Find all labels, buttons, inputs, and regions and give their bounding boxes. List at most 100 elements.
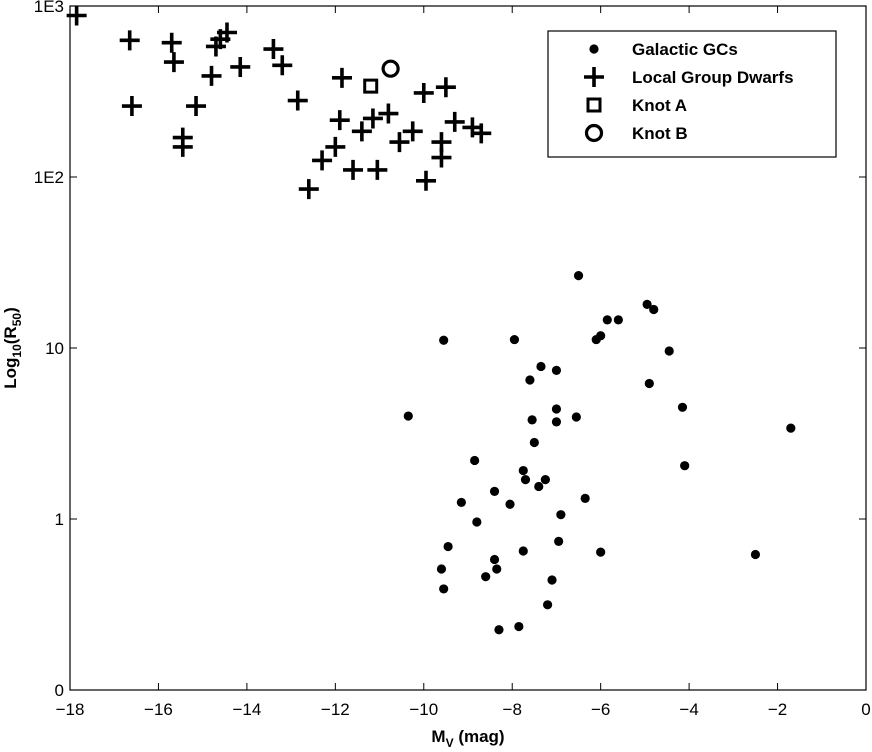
galactic-gc-point (642, 299, 652, 309)
galactic-gc-point (509, 334, 520, 345)
galactic-gc-point (551, 417, 562, 427)
dwarf-galaxy-point (402, 121, 423, 142)
galactic-gc-point (536, 361, 546, 372)
axis-ticks (69, 5, 867, 691)
x-tick-label: −2 (768, 700, 787, 719)
dwarf-galaxy-point (343, 159, 364, 180)
dwarf-galaxy-point (435, 77, 456, 98)
galactic-gc-point (494, 625, 504, 635)
dwarf-galaxy-point (186, 96, 207, 117)
knot-a-point (363, 78, 379, 94)
galactic-gc-point (591, 334, 601, 345)
dwarf-galaxy-point (121, 96, 142, 117)
dwarf-galaxy-point (201, 65, 222, 86)
dwarf-galaxy-point (362, 108, 383, 129)
galactic-gc-point (439, 584, 449, 594)
galactic-gc-point (571, 412, 581, 422)
x-tick-label: −8 (503, 700, 522, 719)
legend-label-galactic-gcs: Galactic GCs (632, 40, 738, 59)
x-tick-label: −18 (56, 700, 85, 719)
legend: Galactic GCs Local Group Dwarfs Knot A K… (547, 30, 837, 158)
legend-label-knot-b: Knot B (632, 124, 688, 143)
dwarf-galaxy-point (329, 110, 350, 131)
galactic-gc-point (551, 404, 562, 414)
y-axis-title-mid: (R (1, 326, 20, 344)
dwarf-galaxy-point (287, 90, 308, 111)
x-tick-label: −4 (679, 700, 698, 719)
galactic-gc-point (556, 510, 566, 520)
galactic-gc-point (529, 437, 539, 448)
galactic-gc-point (664, 346, 674, 356)
galactic-gc-point (540, 474, 550, 485)
legend-symbols (584, 44, 604, 143)
knot-b-point (381, 59, 400, 78)
galactic-gc-point (456, 497, 466, 508)
galactic-gc-point (443, 541, 453, 552)
galactic-gc-point (613, 315, 623, 325)
galactic-gc-point (403, 411, 413, 421)
galactic-gc-point (518, 465, 528, 476)
galactic-gc-point (534, 481, 544, 492)
galactic-gc-point (470, 455, 480, 466)
x-tick-label: −12 (321, 700, 350, 719)
galactic-gc-point (649, 304, 659, 315)
dwarf-galaxy-point (471, 123, 492, 144)
y-axis-title: Log10(R50) (1, 307, 24, 389)
galactic-gc-point (547, 575, 557, 585)
legend-symbol-plus (584, 67, 604, 87)
x-axis-title-sub: V (446, 736, 454, 750)
y-tick-label: 1 (55, 510, 64, 529)
dwarf-galaxy-point (172, 136, 193, 157)
x-tick-label: −16 (144, 700, 173, 719)
galactic-gc-point (551, 365, 562, 375)
x-tick-label: −6 (591, 700, 610, 719)
galactic-gc-point (644, 378, 654, 389)
dwarf-galaxy-point (298, 179, 319, 200)
y-tick-label: 0 (55, 681, 64, 700)
y-tick-label: 10 (45, 339, 64, 358)
galactic-gc-point (596, 547, 606, 557)
dwarf-galaxy-point (272, 55, 293, 76)
galactic-gc-point (750, 549, 761, 560)
galactic-gc-point (436, 564, 447, 574)
dwarf-galaxy-point (161, 32, 182, 53)
legend-label-knot-a: Knot A (632, 96, 687, 115)
dwarf-galaxy-point (312, 150, 333, 171)
dwarf-galaxy-point (119, 30, 140, 51)
dwarf-galaxy-point (351, 121, 372, 142)
x-axis-title-main: M (431, 727, 445, 746)
galactic-gc-point (439, 335, 449, 345)
galactic-gc-point (489, 486, 500, 497)
y-axis-title-main: Log (1, 358, 20, 389)
galactic-gc-point (472, 517, 482, 527)
x-axis-title: MV (mag) (431, 727, 504, 750)
data-marks (66, 5, 796, 635)
x-axis-title-rest: (mag) (454, 727, 505, 746)
x-tick-label: 0 (861, 700, 870, 719)
dwarf-galaxy-point (378, 103, 399, 124)
galactic-gc-point (514, 621, 524, 632)
y-tick-label: 1E3 (34, 0, 64, 16)
galactic-gc-point (786, 423, 796, 433)
axis-tick-labels: −18 −16 −14 −12 −10 −8 −6 −4 −2 0 0 1 10 1E2 1E3 (34, 0, 871, 719)
galactic-gc-point (520, 474, 531, 485)
galactic-gc-point (543, 600, 553, 610)
galactic-gc-point (680, 461, 690, 471)
galactic-gc-point (527, 415, 537, 425)
dwarf-galaxy-point (415, 170, 436, 191)
y-axis-title-end: ) (1, 307, 20, 313)
legend-symbol-dot (589, 44, 599, 54)
x-tick-label: −10 (409, 700, 438, 719)
y-tick-label: 1E2 (34, 168, 64, 187)
legend-label-local-group-dwarfs: Local Group Dwarfs (632, 68, 794, 87)
legend-symbol-circle (584, 123, 604, 143)
dwarf-galaxy-point (431, 147, 452, 168)
galactic-gc-point (489, 554, 500, 565)
galactic-gc-point (602, 315, 612, 325)
y-axis-title-sub2: 50 (10, 313, 24, 327)
dwarf-galaxy-point (367, 159, 388, 180)
dwarf-galaxy-point (205, 36, 226, 57)
galactic-gc-point (505, 499, 515, 509)
dwarf-galaxy-point (389, 132, 410, 153)
